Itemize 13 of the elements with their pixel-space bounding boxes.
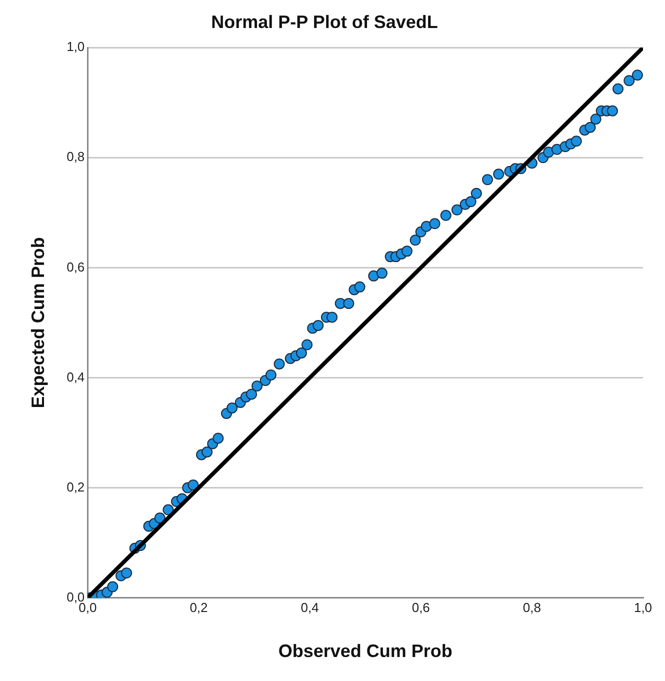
y-tick-label: 1,0 [66,39,85,54]
y-tick-label: 0,6 [66,259,85,274]
x-tick-label: 0,2 [190,600,208,616]
x-tick-label: 0,4 [300,600,319,616]
y-tick-label: 0,4 [66,369,85,384]
x-tick-label: 1,0 [634,600,652,616]
y-tick-label: 0,8 [66,149,85,164]
x-tick-label: 0,6 [412,600,430,616]
y-axis-title: Expected Cum Prob [28,237,48,408]
x-tick-label: 0,8 [522,600,541,616]
chart-title: Normal P-P Plot of SavedL [211,12,438,32]
y-tick-label: 0,2 [66,479,85,494]
x-axis-title: Observed Cum Prob [278,641,452,662]
